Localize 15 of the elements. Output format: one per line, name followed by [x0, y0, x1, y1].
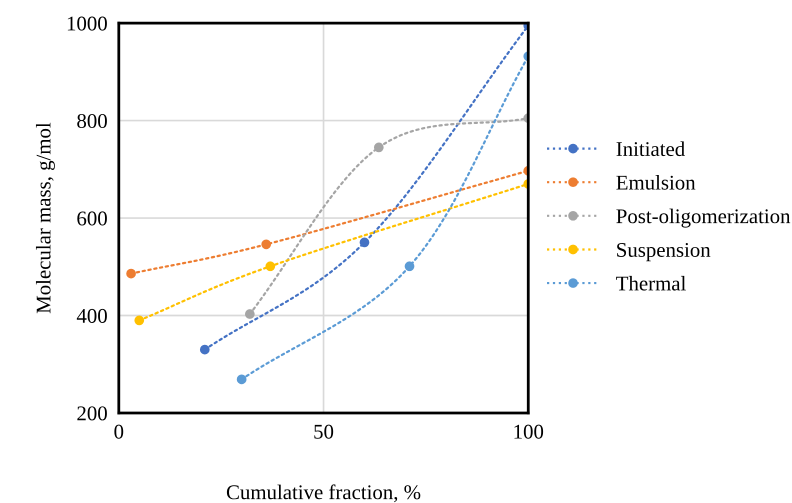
x-axis-title: Cumulative fraction, % — [226, 484, 420, 502]
legend-label: Suspension — [617, 242, 710, 262]
x-tick-label: 100 — [514, 424, 544, 439]
y-tick-label: 1000 — [68, 16, 107, 31]
legend-label: Thermal — [616, 276, 686, 291]
legend-label: Initiated — [616, 141, 685, 156]
legend-label: Emulsion — [616, 175, 696, 190]
x-tick-label: 0 — [114, 424, 124, 439]
y-axis-title: Molecular mass, g/mol — [36, 122, 55, 314]
x-tick-label: 50 — [314, 424, 334, 439]
y-tick-label: 400 — [76, 308, 107, 323]
y-tick-label: 200 — [77, 406, 107, 420]
y-tick-label: 800 — [77, 114, 107, 128]
legend-label: Post-oligomerization — [616, 208, 790, 228]
y-tick-label: 600 — [77, 211, 107, 226]
